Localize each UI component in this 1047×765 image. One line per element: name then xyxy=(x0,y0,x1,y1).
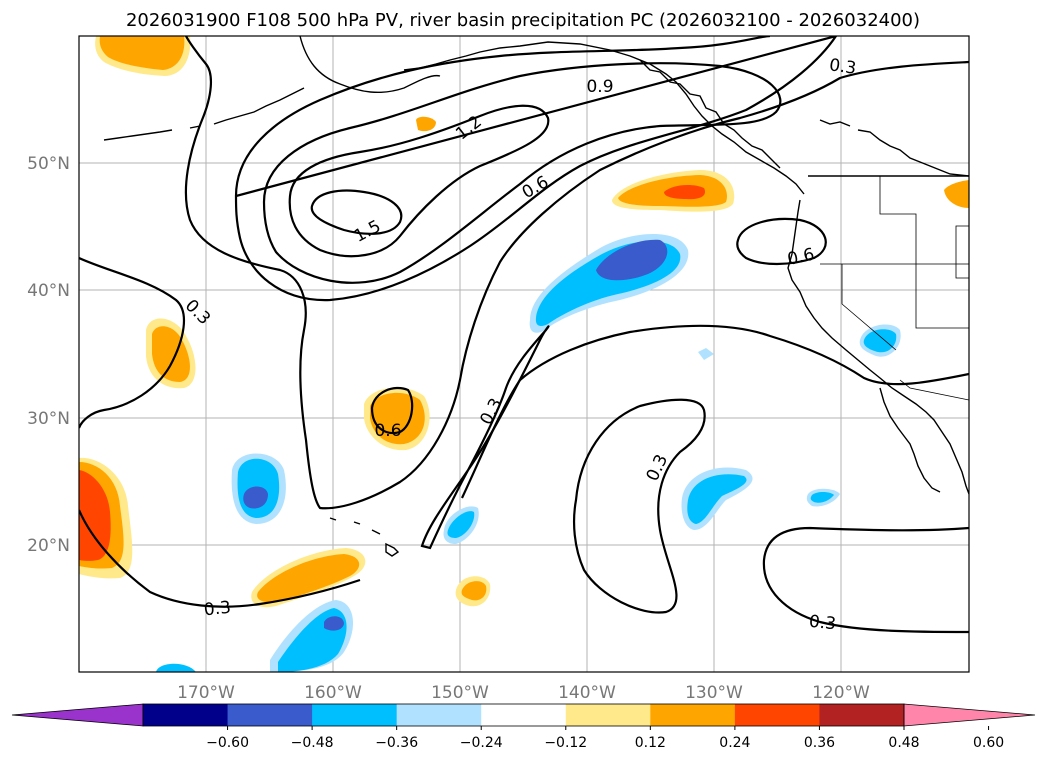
alaska-canada-coast xyxy=(403,41,805,195)
inside-passage-islands xyxy=(639,59,781,169)
canada-interior xyxy=(819,119,969,177)
colorbar-segment xyxy=(312,704,398,726)
negative-anomaly-blob xyxy=(698,348,714,360)
state-borders xyxy=(820,176,969,351)
contour-label: 0.3 xyxy=(203,598,232,621)
negative-anomaly-blob xyxy=(156,663,196,672)
lat-tick-label: 40°N xyxy=(27,281,70,301)
alaska-peninsula-coast xyxy=(299,36,441,93)
positive-anomaly-blob xyxy=(944,180,969,208)
pv-contour-0.6 xyxy=(736,217,827,266)
negative-anomaly-blob xyxy=(443,506,479,544)
colorbar-tick-label: 0.36 xyxy=(804,735,835,751)
pv-contour-1.2 xyxy=(288,104,550,258)
negative-anomaly-blob xyxy=(231,453,286,524)
negative-anomaly-blob xyxy=(529,234,689,333)
colorbar-tick-label: −0.12 xyxy=(544,735,587,751)
colorbar-segment xyxy=(143,704,229,726)
pv-contour-0.3 xyxy=(461,324,969,634)
positive-anomaly-blob xyxy=(95,36,191,76)
colorbar-segment xyxy=(734,704,820,726)
colorbar-tick-label: −0.24 xyxy=(460,735,503,751)
lon-tick-label: 160°W xyxy=(304,683,362,703)
pv-contour-0.3 xyxy=(79,256,185,429)
hawaiian-islands xyxy=(329,517,400,557)
pv-contour-0.3 xyxy=(184,36,969,510)
contour-label: 0.6 xyxy=(374,421,401,441)
us-west-coast xyxy=(787,199,969,495)
latitude-labels: 50°N 40°N 30°N 20°N xyxy=(27,154,70,556)
negative-anomaly-blob xyxy=(806,488,840,507)
pv-contour-0.6 xyxy=(370,386,414,435)
colorbar-extend-min xyxy=(11,703,144,727)
precipitation-anomalies xyxy=(79,36,969,672)
positive-anomaly-blob xyxy=(79,457,133,579)
pv-contour-0.3 xyxy=(79,509,361,608)
positive-anomaly-blob xyxy=(416,116,436,132)
longitude-labels: 170°W 160°W 150°W 140°W 130°W 120°W xyxy=(177,683,870,703)
figure-title: 2026031900 F108 500 hPa PV, river basin … xyxy=(126,10,920,31)
pv-contour-1.5 xyxy=(310,189,403,235)
coastlines xyxy=(103,36,969,557)
negative-anomaly-blob xyxy=(681,467,753,530)
colorbar-segment xyxy=(650,704,736,726)
colorbar-segment xyxy=(819,704,905,726)
baja-california xyxy=(879,387,941,493)
positive-anomaly-blob xyxy=(251,548,366,608)
colorbar-tick-label: 0.48 xyxy=(888,735,919,751)
lat-tick-label: 20°N xyxy=(27,536,70,556)
negative-anomaly-blob xyxy=(270,600,354,672)
us-mexico-border xyxy=(899,379,969,401)
state-borders xyxy=(955,225,969,279)
contour-label: 0.3 xyxy=(808,612,837,635)
colorbar: −0.60 −0.48 −0.36 −0.24 −0.12 0.12 0.24 0.36 0.4… xyxy=(11,703,1036,751)
map-background xyxy=(79,36,969,672)
contour-label: 0.3 xyxy=(828,55,858,79)
pv-contour-0.6 xyxy=(234,36,838,302)
colorbar-tick-label: −0.48 xyxy=(291,735,334,751)
colorbar-tick-label: −0.60 xyxy=(206,735,249,751)
lat-tick-label: 50°N xyxy=(27,154,70,174)
lon-tick-label: 120°W xyxy=(812,683,870,703)
lon-tick-label: 150°W xyxy=(431,683,489,703)
colorbar-tick-label: 0.12 xyxy=(635,735,666,751)
pv-contour-0.3 xyxy=(420,325,550,550)
colorbar-segment xyxy=(565,704,651,726)
lon-tick-label: 170°W xyxy=(177,683,235,703)
colorbar-segment xyxy=(481,704,567,726)
pv-contours xyxy=(79,36,969,634)
map-panel: 0.3 0.3 0.3 0.3 0.3 0.3 0.6 0.6 0.6 0.9 … xyxy=(78,35,970,673)
pv-contour-0.9 xyxy=(262,62,782,284)
positive-anomaly-blob xyxy=(612,170,735,212)
lon-tick-label: 130°W xyxy=(685,683,743,703)
positive-anomaly-blob xyxy=(455,576,491,607)
map-frame xyxy=(78,35,970,673)
colorbar-tick-label: −0.36 xyxy=(375,735,418,751)
colorbar-frame xyxy=(142,703,905,727)
colorbar-segment xyxy=(396,704,482,726)
contour-label: 0.9 xyxy=(586,77,613,97)
lon-tick-label: 140°W xyxy=(558,683,616,703)
colorbar-extend-max xyxy=(903,703,1036,727)
lat-tick-label: 30°N xyxy=(27,409,70,429)
colorbar-tick-label: 0.24 xyxy=(719,735,750,751)
negative-anomaly-blob xyxy=(859,324,901,357)
pv-contour-0.3 xyxy=(572,398,706,614)
colorbar-segment xyxy=(227,704,313,726)
aleutian-islands xyxy=(103,87,305,141)
political-borders xyxy=(808,175,969,401)
colorbar-tick-label: 0.60 xyxy=(973,735,1004,751)
